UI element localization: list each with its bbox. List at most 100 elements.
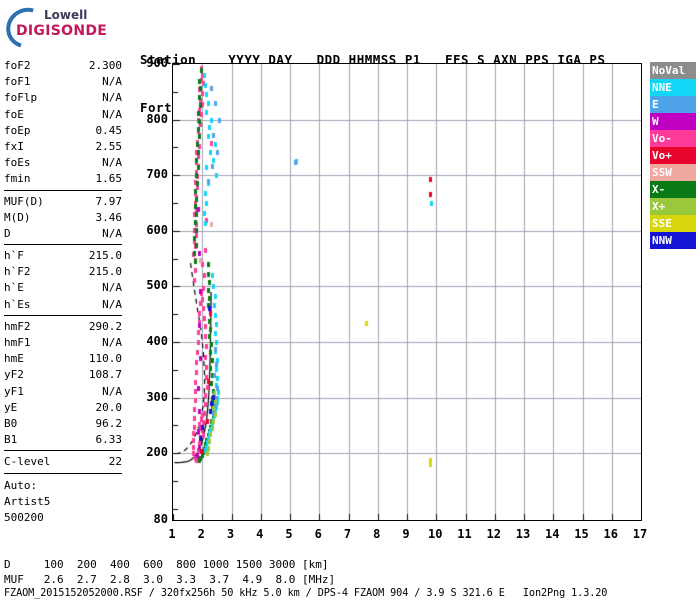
- auto-line: Auto:: [4, 478, 38, 492]
- param-value: N/A: [102, 297, 122, 311]
- param-label: foE: [4, 107, 24, 121]
- param-group-divider: [4, 450, 122, 452]
- param-row-hf: h`F 215.0: [4, 248, 122, 264]
- y-tick-label: 80: [153, 512, 168, 526]
- x-tick-label: 3: [226, 527, 235, 541]
- param-value: 215.0: [88, 265, 122, 279]
- param-value: 2.300: [88, 59, 122, 72]
- y-tick-label: 500: [146, 278, 168, 293]
- param-label: yF2: [4, 368, 24, 382]
- param-row-foflp: foFlp N/A: [4, 90, 122, 106]
- param-label: foEs: [4, 156, 31, 170]
- param-label: h`F: [4, 249, 24, 263]
- footer-muf-row: MUF 2.6 2.7 2.8 3.0 3.3 3.7 4.9 8.0 [MHz…: [4, 572, 336, 586]
- y-tick-label: 900: [146, 56, 168, 70]
- lowell-digisonde-logo: Lowell DIGISONDE: [0, 0, 114, 56]
- param-value: N/A: [102, 384, 122, 398]
- y-tick-label: 400: [146, 334, 168, 349]
- ionogram-canvas[interactable]: [173, 64, 641, 520]
- param-value: N/A: [102, 107, 122, 121]
- param-value: 3.46: [95, 210, 123, 224]
- legend-item-x[interactable]: X+: [650, 198, 696, 215]
- footer-distance-row: D 100 200 400 600 800 1000 1500 3000 [km…: [4, 558, 329, 571]
- param-row-fof1: foF1 N/A: [4, 74, 122, 90]
- param-group-divider: [4, 189, 122, 191]
- legend-item-noval[interactable]: NoVal: [650, 62, 696, 79]
- param-label: B0: [4, 416, 18, 430]
- param-label: M(D): [4, 210, 31, 224]
- x-tick-label: 2: [197, 527, 205, 541]
- param-row-fof2: foF2 2.300: [4, 58, 122, 74]
- param-row-b1: B1 6.33: [4, 432, 122, 448]
- logo-brand-bottom: DIGISONDE: [16, 23, 108, 39]
- y-tick-label: 700: [146, 167, 168, 182]
- param-label: foEp: [4, 123, 31, 137]
- param-label: B1: [4, 433, 18, 447]
- param-row-hf2: h`F2 215.0: [4, 264, 122, 280]
- x-tick-label: 15: [574, 527, 589, 541]
- param-value: 7.97: [95, 194, 123, 208]
- param-label: h`Es: [4, 297, 31, 311]
- param-row-fxi: fxI 2.55: [4, 139, 122, 155]
- param-label: fmin: [4, 172, 31, 186]
- param-value: 22: [108, 455, 122, 469]
- legend-item-vo[interactable]: Vo+: [650, 147, 696, 164]
- param-row-fmin: fmin 1.65: [4, 171, 122, 187]
- param-label: MUF(D): [4, 194, 44, 208]
- x-tick-label: 7: [343, 527, 352, 541]
- legend-item-nnw[interactable]: NNW: [650, 232, 696, 249]
- ionogram-plot[interactable]: [172, 63, 642, 521]
- footer-file-row: FZAOM_2015152052000.RSF / 320fx256h 50 k…: [4, 588, 608, 599]
- param-value: N/A: [102, 336, 122, 349]
- x-tick-label: 6: [314, 527, 322, 541]
- param-label: hmF2: [4, 319, 31, 333]
- x-tick-label: 5: [285, 527, 293, 541]
- param-row-hme: hmE 110.0: [4, 351, 122, 367]
- y-tick-label: 800: [146, 111, 168, 126]
- footer-info: D 100 200 400 600 800 1000 1500 3000 [km…: [4, 558, 607, 602]
- legend-item-x[interactable]: X-: [650, 181, 696, 198]
- param-label: fxI: [4, 139, 24, 153]
- legend-item-sse[interactable]: SSE: [650, 215, 696, 232]
- param-row-mufd: MUF(D) 7.97: [4, 194, 122, 210]
- param-row-foes: foEs N/A: [4, 155, 122, 171]
- param-label: C-level: [4, 455, 51, 469]
- param-value: 108.7: [88, 368, 122, 382]
- param-row-hes: h`Es N/A: [4, 297, 122, 313]
- param-value: 20.0: [95, 400, 123, 414]
- param-value: 1.65: [95, 172, 123, 186]
- legend-item-nne[interactable]: NNE: [650, 79, 696, 96]
- param-row-hmf2: hmF2 290.2: [4, 319, 122, 335]
- y-tick-label: 200: [146, 445, 168, 460]
- param-row-yf1: yF1 N/A: [4, 384, 122, 400]
- param-group-divider: [4, 314, 122, 316]
- x-tick-label: 17: [632, 527, 648, 541]
- param-row-d: D N/A: [4, 226, 122, 242]
- auto-scaling-block: Auto: Artist5 500200: [4, 478, 122, 527]
- param-value: 110.0: [88, 352, 122, 366]
- param-value: N/A: [102, 226, 122, 240]
- y-tick-label: 300: [146, 389, 168, 404]
- param-value: N/A: [102, 156, 122, 170]
- param-row-hmf1: hmF1 N/A: [4, 335, 122, 351]
- x-tick-label: 8: [373, 527, 381, 541]
- legend-item-vo[interactable]: Vo-: [650, 130, 696, 147]
- logo-brand-top: Lowell: [44, 8, 88, 22]
- param-value: N/A: [102, 281, 122, 295]
- legend-item-e[interactable]: E: [650, 96, 696, 113]
- legend-item-w[interactable]: W: [650, 113, 696, 130]
- x-tick-label: 13: [515, 527, 531, 541]
- param-row-yf2: yF2 108.7: [4, 367, 122, 383]
- ionospheric-parameters-panel: foF2 2.300 foF1 N/A foFlp N/A foE N/A foEp 0.45 fx…: [4, 58, 122, 526]
- param-value: N/A: [102, 91, 122, 105]
- param-label: D: [4, 226, 11, 240]
- param-row-foe: foE N/A: [4, 107, 122, 123]
- legend-item-ssw[interactable]: SSW: [650, 164, 696, 181]
- x-tick-label: 1: [168, 527, 176, 541]
- param-label: hmF1: [4, 336, 31, 349]
- direction-legend[interactable]: NoVal NNE E W Vo- Vo+ SSW X- X+ SSE NNW: [650, 62, 696, 249]
- param-row-ye: yE 20.0: [4, 400, 122, 416]
- param-value: N/A: [102, 75, 122, 89]
- param-label: hmE: [4, 352, 24, 366]
- param-value: 0.45: [95, 123, 123, 137]
